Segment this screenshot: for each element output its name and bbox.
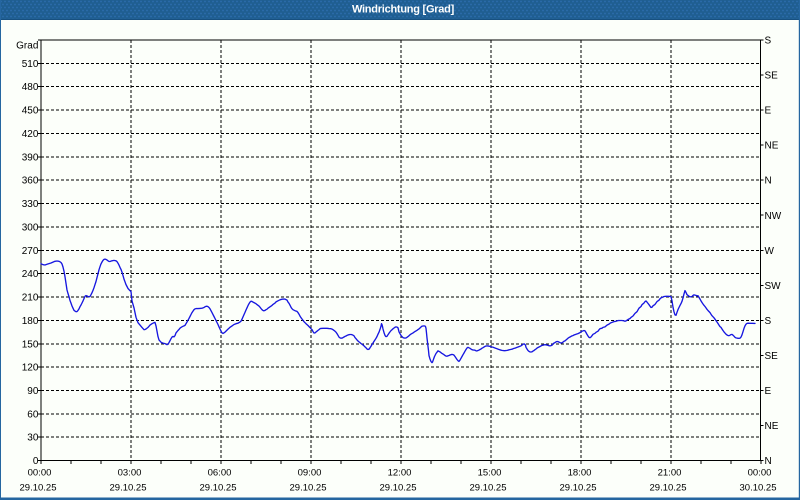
svg-text:06:00: 06:00 xyxy=(208,468,232,479)
svg-text:15:00: 15:00 xyxy=(478,468,502,479)
svg-text:Grad: Grad xyxy=(16,41,38,52)
svg-text:390: 390 xyxy=(22,152,39,163)
svg-text:S: S xyxy=(765,316,772,327)
svg-text:300: 300 xyxy=(22,222,39,233)
svg-text:12:00: 12:00 xyxy=(388,468,412,479)
svg-text:210: 210 xyxy=(22,293,39,304)
svg-text:90: 90 xyxy=(27,386,39,397)
svg-text:29.10.25: 29.10.25 xyxy=(560,483,597,494)
svg-text:30.10.25: 30.10.25 xyxy=(740,483,777,494)
svg-text:29.10.25: 29.10.25 xyxy=(380,483,417,494)
svg-text:29.10.25: 29.10.25 xyxy=(200,483,237,494)
svg-text:N: N xyxy=(765,456,772,467)
svg-text:S: S xyxy=(765,36,772,47)
svg-text:00:00: 00:00 xyxy=(748,468,772,479)
svg-text:Windrichtung [Grad]: Windrichtung [Grad] xyxy=(352,4,455,16)
svg-text:NE: NE xyxy=(765,421,779,432)
svg-text:NW: NW xyxy=(765,211,782,222)
svg-text:510: 510 xyxy=(22,59,39,70)
svg-text:SE: SE xyxy=(765,71,779,82)
svg-text:30: 30 xyxy=(27,433,39,444)
svg-text:480: 480 xyxy=(22,82,39,93)
svg-text:N: N xyxy=(765,176,772,187)
svg-text:09:00: 09:00 xyxy=(298,468,322,479)
svg-text:SW: SW xyxy=(765,281,782,292)
svg-text:29.10.25: 29.10.25 xyxy=(650,483,687,494)
svg-text:03:00: 03:00 xyxy=(118,468,142,479)
svg-text:360: 360 xyxy=(22,176,39,187)
svg-text:SE: SE xyxy=(765,351,779,362)
svg-text:18:00: 18:00 xyxy=(568,468,592,479)
svg-text:0: 0 xyxy=(33,456,39,467)
svg-text:NE: NE xyxy=(765,141,779,152)
svg-text:29.10.25: 29.10.25 xyxy=(20,483,57,494)
svg-text:330: 330 xyxy=(22,199,39,210)
svg-text:E: E xyxy=(765,386,772,397)
svg-text:180: 180 xyxy=(22,316,39,327)
svg-text:420: 420 xyxy=(22,129,39,140)
svg-text:29.10.25: 29.10.25 xyxy=(110,483,147,494)
svg-text:00:00: 00:00 xyxy=(28,468,52,479)
svg-text:60: 60 xyxy=(27,409,39,420)
svg-text:W: W xyxy=(765,246,775,257)
svg-text:150: 150 xyxy=(22,339,39,350)
svg-text:270: 270 xyxy=(22,246,39,257)
svg-text:450: 450 xyxy=(22,106,39,117)
svg-text:240: 240 xyxy=(22,269,39,280)
svg-text:120: 120 xyxy=(22,363,39,374)
svg-text:29.10.25: 29.10.25 xyxy=(290,483,327,494)
svg-text:29.10.25: 29.10.25 xyxy=(470,483,507,494)
svg-text:21:00: 21:00 xyxy=(658,468,682,479)
svg-text:E: E xyxy=(765,106,772,117)
